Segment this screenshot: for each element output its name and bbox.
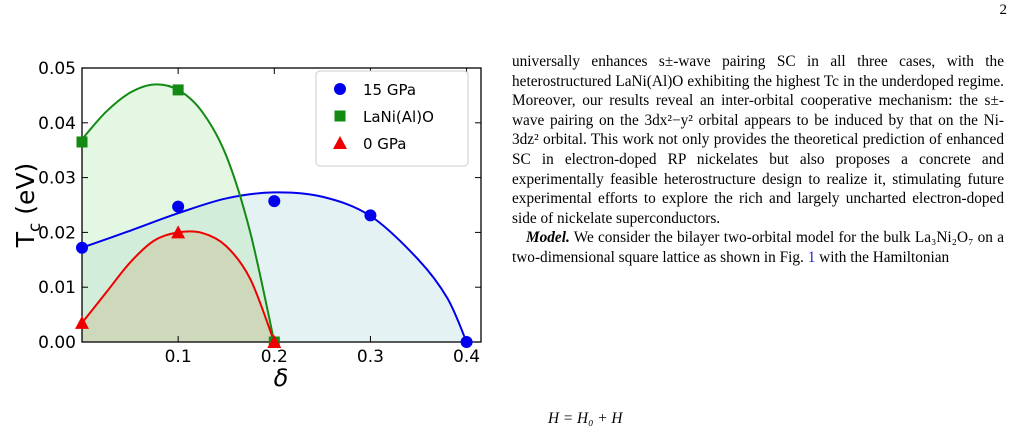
text: with the Hamiltonian bbox=[815, 248, 950, 266]
y-tick-label: 0.00 bbox=[38, 333, 76, 353]
x-tick-label: 0.4 bbox=[453, 347, 480, 367]
data-point bbox=[76, 136, 88, 148]
y-tick-label: 0.03 bbox=[38, 169, 76, 189]
equation: H = H₀ + H bbox=[548, 410, 623, 427]
area bbox=[82, 231, 275, 342]
legend-marker bbox=[333, 136, 347, 149]
page-number: 2 bbox=[999, 2, 1008, 18]
data-point bbox=[364, 209, 377, 222]
y-label-main: T bbox=[11, 231, 40, 248]
data-point bbox=[172, 84, 184, 96]
legend-marker bbox=[334, 83, 346, 95]
y-tick-label: 0.02 bbox=[38, 223, 76, 243]
data-point bbox=[460, 336, 473, 348]
data-point bbox=[267, 335, 282, 348]
legend-label: 15 GPa bbox=[363, 81, 416, 99]
y-tick-label: 0.05 bbox=[38, 59, 76, 79]
y-tick-label: 0.04 bbox=[38, 114, 76, 134]
y-label-unit: (eV) bbox=[11, 163, 40, 223]
legend-box bbox=[315, 70, 469, 167]
fit-line bbox=[81, 191, 468, 343]
y-tick-label: 0.01 bbox=[38, 278, 76, 298]
x-axis-label: δ bbox=[274, 364, 289, 392]
heading: Model. bbox=[526, 229, 570, 247]
x-tick-label: 0.1 bbox=[165, 347, 192, 367]
x-tick-label: 0.2 bbox=[261, 347, 288, 367]
figure-link[interactable]: 1 bbox=[807, 248, 816, 266]
legend-label: LaNi(Al)O bbox=[363, 108, 434, 126]
plot-frame bbox=[81, 67, 482, 343]
paragraph: Model. We consider the bilayer two-orbit… bbox=[512, 228, 1004, 267]
y-axis-label: Tc (eV) bbox=[11, 163, 45, 249]
data-point bbox=[171, 225, 186, 239]
data-point bbox=[75, 315, 89, 329]
paragraph: universally enhances s±-wave pairing SC … bbox=[512, 53, 1004, 227]
y-label-sub: c bbox=[25, 223, 45, 232]
data-point bbox=[268, 195, 281, 208]
x-tick-label: 0.3 bbox=[357, 347, 384, 367]
text: We consider the bilayer two-orbital mode… bbox=[512, 229, 1004, 266]
legend-marker bbox=[334, 110, 346, 122]
text-column: universally enhances s±-wave pairing SC … bbox=[512, 52, 1004, 268]
data-point bbox=[76, 241, 88, 254]
data-point bbox=[172, 200, 185, 213]
legend-label: 0 GPa bbox=[363, 135, 407, 153]
chart: Tc (eV) δ 0.00 0.01 0.02 0.03 0.04 0.05 0.1 0.2… bbox=[11, 59, 482, 392]
